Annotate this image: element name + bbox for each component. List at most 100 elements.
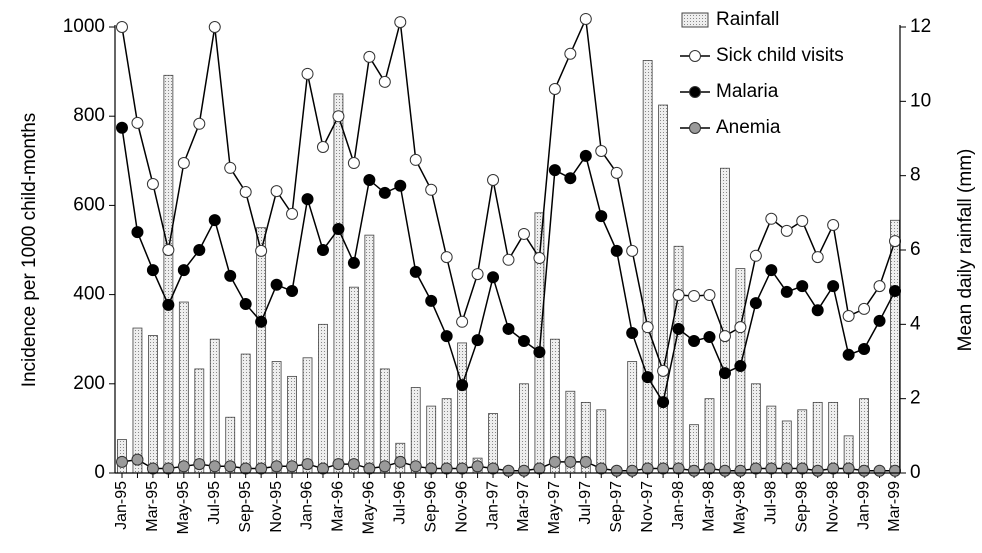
series-marker xyxy=(796,280,809,293)
series-marker xyxy=(873,464,886,477)
rainfall-bar xyxy=(549,338,560,474)
series-marker xyxy=(224,161,237,174)
series-marker xyxy=(255,462,268,475)
x-tick-label: Sep-95 xyxy=(237,481,254,533)
series-marker xyxy=(889,285,901,298)
series-marker xyxy=(193,458,206,471)
x-tick-label: Jul-97 xyxy=(577,481,594,525)
series-marker xyxy=(889,235,901,248)
series-marker xyxy=(502,253,515,266)
series-marker xyxy=(765,462,778,475)
series-marker xyxy=(332,110,345,123)
rainfall-bar xyxy=(271,361,282,474)
x-tick-label: May-95 xyxy=(175,481,192,534)
series-marker xyxy=(409,265,422,278)
series-marker xyxy=(502,322,515,335)
x-tick-label: Sep-98 xyxy=(793,481,810,533)
series-marker xyxy=(827,462,840,475)
rainfall-bar xyxy=(720,167,730,474)
series-marker xyxy=(765,212,778,225)
series-marker xyxy=(487,271,500,284)
x-tick-label: Mar-98 xyxy=(701,481,718,532)
series-marker xyxy=(858,464,871,477)
series-marker xyxy=(146,264,159,277)
legend-marker xyxy=(689,122,701,134)
x-tick-label: Jan-96 xyxy=(299,481,316,530)
series-marker xyxy=(796,215,809,228)
y-tick-label: 800 xyxy=(73,105,105,126)
series-marker xyxy=(286,460,299,473)
rainfall-bar xyxy=(364,234,375,474)
series-marker xyxy=(641,321,654,334)
series-marker xyxy=(332,458,345,471)
series-marker xyxy=(425,462,438,475)
series-marker xyxy=(548,82,561,95)
series-marker xyxy=(471,460,484,473)
rainfall-bar xyxy=(828,401,839,474)
series-marker xyxy=(301,458,314,471)
series-marker xyxy=(347,458,360,471)
legend-marker xyxy=(689,50,701,62)
series-marker xyxy=(409,153,422,166)
series-marker xyxy=(827,219,840,232)
series-marker xyxy=(533,462,546,475)
x-tick-label: Nov-98 xyxy=(824,481,841,533)
legend-label: Rainfall xyxy=(716,9,779,30)
series-marker xyxy=(749,462,762,475)
series-marker xyxy=(286,285,299,298)
series-marker xyxy=(610,464,623,477)
series-marker xyxy=(332,223,345,236)
series-marker xyxy=(595,144,608,157)
y2-tick-label: 12 xyxy=(910,16,931,37)
rainfall-bar xyxy=(457,342,468,474)
series-marker xyxy=(626,326,639,339)
series-marker xyxy=(502,464,515,477)
series-marker xyxy=(270,278,283,291)
series-marker xyxy=(564,172,577,185)
y2-tick-label: 8 xyxy=(910,165,921,186)
rainfall-bar xyxy=(287,375,297,474)
series-marker xyxy=(456,315,469,328)
y2-tick-label: 2 xyxy=(910,388,921,409)
series-marker xyxy=(131,226,144,239)
series-marker xyxy=(193,117,206,130)
x-tick-label: Jul-95 xyxy=(206,481,223,525)
series-marker xyxy=(688,464,701,477)
series-marker xyxy=(440,462,453,475)
series-marker xyxy=(595,462,608,475)
x-tick-label: Nov-97 xyxy=(639,481,656,533)
x-tick-label: Sep-96 xyxy=(422,481,439,533)
series-marker xyxy=(255,244,268,257)
series-marker xyxy=(657,462,670,475)
series-marker xyxy=(162,462,175,475)
series-marker xyxy=(873,314,886,327)
series-marker xyxy=(718,367,731,380)
series-marker xyxy=(873,280,886,293)
series-marker xyxy=(116,21,128,33)
series-marker xyxy=(842,348,855,361)
rainfall-bar xyxy=(410,387,421,474)
series-marker xyxy=(858,302,871,315)
series-marker xyxy=(270,185,283,198)
y-tick-label: 200 xyxy=(73,373,105,394)
series-marker xyxy=(347,256,360,269)
series-marker xyxy=(564,455,577,468)
series-marker xyxy=(316,140,329,153)
y2-tick-label: 0 xyxy=(910,462,921,483)
series-marker xyxy=(517,227,530,240)
series-marker xyxy=(626,244,639,257)
rainfall-bar xyxy=(209,338,220,474)
series-marker xyxy=(131,453,144,466)
x-tick-label: Mar-99 xyxy=(886,481,903,532)
x-tick-label: Jan-97 xyxy=(484,481,501,530)
series-marker xyxy=(672,462,685,475)
rainfall-bar xyxy=(318,323,328,474)
y-tick-label: 0 xyxy=(94,462,105,483)
rainfall-bar xyxy=(750,383,761,474)
series-marker xyxy=(162,244,175,256)
series-marker xyxy=(688,289,701,302)
y2-tick-label: 10 xyxy=(910,90,931,111)
rainfall-bar xyxy=(163,74,174,474)
series-marker xyxy=(796,462,809,475)
